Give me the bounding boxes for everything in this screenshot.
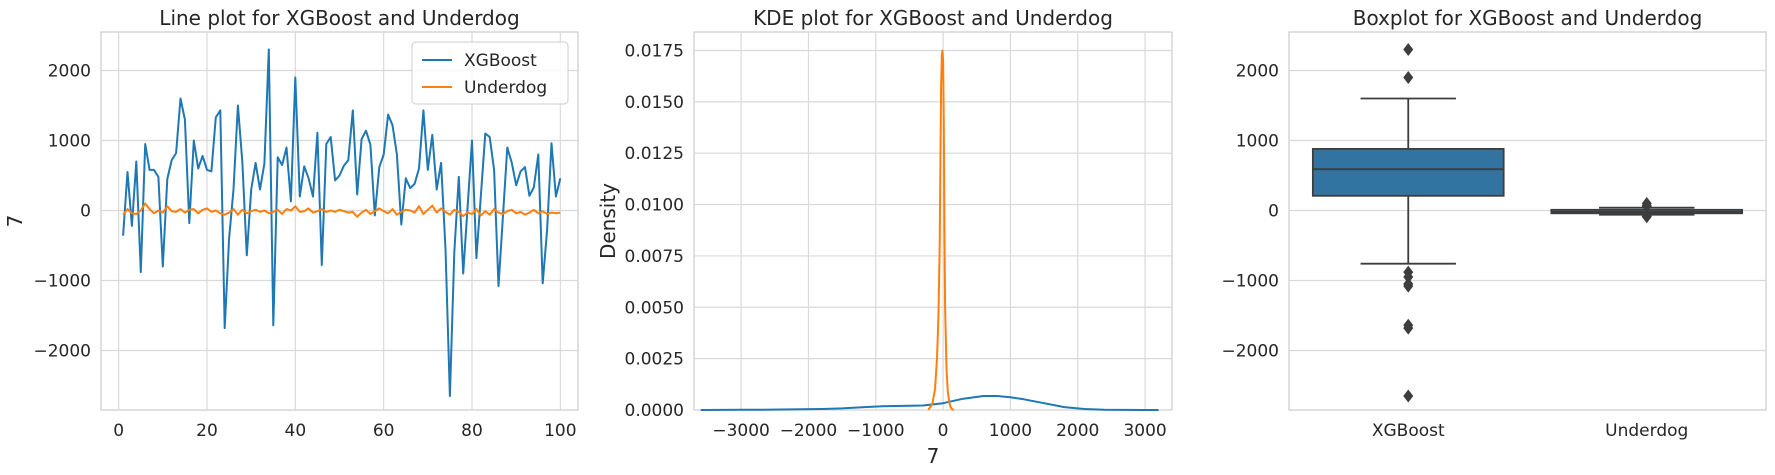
kde-plot-x-axis-label: 7: [927, 444, 940, 468]
line-plot-ticks: 0 20 40 60 80 100 −2000 −1000 0 1000 2000: [33, 62, 576, 442]
line-plot-axes-frame: [100, 31, 579, 411]
x-tick-label: −2000: [780, 421, 838, 441]
x-tick-label: XGBoost: [1372, 421, 1445, 441]
box-underdog: [1550, 197, 1744, 224]
y-tick-label: −2000: [33, 342, 91, 362]
line-plot-series: [122, 48, 562, 397]
boxplot-title: Boxplot for XGBoost and Underdog: [1353, 6, 1703, 30]
outlier-point: [1403, 270, 1414, 284]
line-plot-panel: 0 20 40 60 80 100 −2000 −1000 0 1000 2000 Line plo…: [3, 6, 579, 442]
y-tick-label: 0.0100: [625, 196, 684, 216]
box-xgboost: [1311, 43, 1505, 403]
x-tick-label: −1000: [847, 421, 905, 441]
kde-curve-0: [700, 395, 1159, 411]
outlier-point: [1403, 321, 1414, 335]
x-tick-label: 80: [461, 421, 483, 441]
kde-plot-grid: [694, 32, 1172, 411]
y-tick-label: 2000: [48, 62, 91, 82]
legend-label-xgboost: XGBoost: [464, 51, 537, 71]
outlier-point: [1641, 197, 1652, 210]
y-tick-label: 2000: [1236, 62, 1279, 82]
x-tick-label: 2000: [1056, 421, 1099, 441]
outlier-point: [1403, 389, 1414, 403]
kde-plot-panel: −3000 −2000 −1000 0 1000 2000 3000 0.0000 0.0025…: [596, 6, 1173, 468]
y-tick-label: 0: [1268, 202, 1279, 222]
outlier-point: [1403, 279, 1414, 293]
iqr-box: [1311, 147, 1505, 197]
legend-box: [411, 41, 569, 105]
line-plot-y-axis-label: 7: [3, 215, 27, 228]
x-tick-label: −3000: [712, 421, 770, 441]
series-line-xgboost: [122, 48, 562, 397]
kde-plot-series: [700, 49, 1159, 411]
kde-plot-y-axis-label: Density: [596, 183, 620, 259]
kde-plot-axes-frame: [693, 31, 1173, 411]
kde-plot-ticks: −3000 −2000 −1000 0 1000 2000 3000 0.0000 0.0025…: [625, 41, 1167, 441]
boxplot-ticks: −2000 −1000 0 1000 2000 XGBoost Underdog: [1221, 62, 1688, 442]
boxplot-panel: −2000 −1000 0 1000 2000 XGBoost Underdog Boxpl…: [1221, 6, 1767, 442]
x-tick-label: 60: [373, 421, 395, 441]
x-tick-label: 100: [544, 421, 576, 441]
outlier-point: [1641, 210, 1652, 224]
line-plot-title: Line plot for XGBoost and Underdog: [159, 6, 519, 30]
x-tick-label: 20: [196, 421, 218, 441]
kde-curve-1: [927, 49, 955, 411]
y-tick-label: 0: [80, 202, 91, 222]
x-tick-label: 0: [113, 421, 124, 441]
y-tick-label: −2000: [1221, 342, 1279, 362]
outlier-point: [1403, 71, 1414, 84]
y-tick-label: 0.0075: [625, 247, 684, 267]
x-tick-label: Underdog: [1605, 421, 1688, 441]
boxplot-boxes: [1311, 43, 1744, 403]
legend-label-underdog: Underdog: [464, 78, 547, 98]
x-tick-label: 40: [285, 421, 307, 441]
x-tick-label: 3000: [1123, 421, 1166, 441]
y-tick-label: 0.0150: [625, 93, 684, 113]
y-tick-label: 0.0125: [625, 144, 684, 164]
y-tick-label: 0.0175: [625, 41, 684, 61]
y-tick-label: −1000: [1221, 272, 1279, 292]
y-tick-label: 0.0050: [625, 298, 684, 318]
x-tick-label: 0: [938, 421, 949, 441]
outlier-point: [1403, 43, 1414, 56]
y-tick-label: 0.0000: [625, 401, 684, 421]
x-tick-label: 1000: [989, 421, 1032, 441]
kde-plot-title: KDE plot for XGBoost and Underdog: [753, 6, 1113, 30]
line-plot-legend: XGBoost Underdog: [411, 41, 569, 105]
y-tick-label: 1000: [48, 132, 91, 152]
y-tick-label: 0.0025: [625, 350, 684, 370]
y-tick-label: 1000: [1236, 132, 1279, 152]
y-tick-label: −1000: [33, 272, 91, 292]
boxplot-axes-frame: [1288, 31, 1767, 411]
series-line-underdog: [122, 202, 561, 218]
